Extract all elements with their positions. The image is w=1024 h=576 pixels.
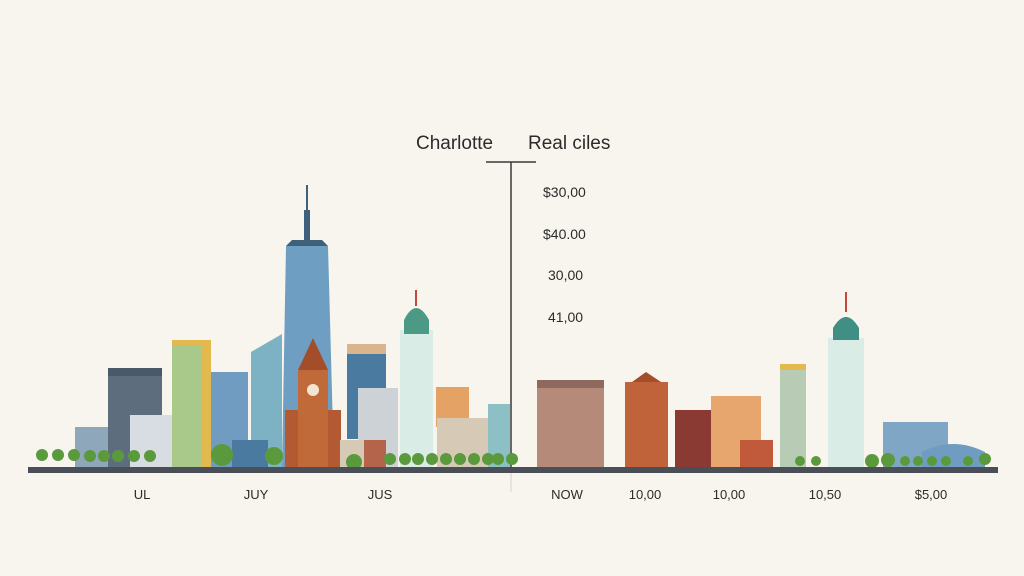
axis-label: 10,50 bbox=[808, 487, 842, 502]
left-skyline bbox=[75, 185, 510, 467]
axis-label: 10,00 bbox=[712, 487, 746, 502]
ground-line bbox=[28, 467, 998, 473]
right-title: Real ciles bbox=[528, 133, 611, 154]
trees bbox=[36, 444, 991, 470]
value-label: $30,00 bbox=[543, 184, 586, 200]
left-title: Charlotte bbox=[416, 133, 494, 154]
right-skyline bbox=[537, 292, 985, 467]
axis-label: $5,00 bbox=[914, 487, 948, 502]
axis-label: NOW bbox=[551, 487, 583, 502]
axis-label: JUS bbox=[367, 487, 393, 502]
value-label: $40.00 bbox=[543, 226, 586, 242]
axis-label: UL bbox=[133, 487, 151, 502]
value-label: 41,00 bbox=[548, 309, 584, 325]
axis-label: 10,00 bbox=[628, 487, 662, 502]
value-label: 30,00 bbox=[548, 267, 584, 283]
axis-label: JUY bbox=[243, 487, 269, 502]
